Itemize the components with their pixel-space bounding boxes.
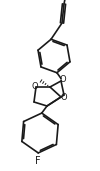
Text: O: O (60, 93, 67, 102)
Text: F: F (35, 156, 41, 166)
Text: O: O (59, 75, 66, 84)
Text: O: O (31, 82, 38, 91)
